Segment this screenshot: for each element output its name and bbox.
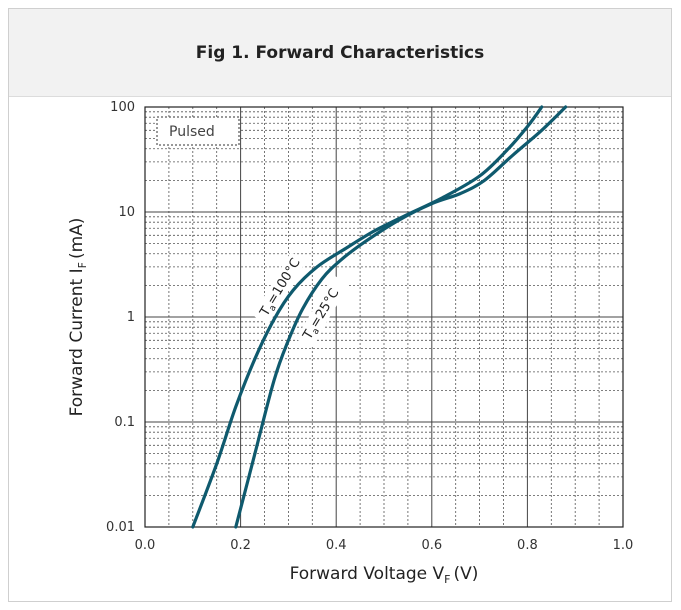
y-tick-label: 100	[110, 100, 135, 115]
series-label-bg	[252, 252, 307, 325]
x-tick-labels: 0.0 0.2 0.4 0.6 0.8 1.0	[135, 538, 634, 553]
y-axis-label-main: Forward Current I	[67, 268, 87, 416]
x-tick-label: 1.0	[613, 538, 634, 553]
x-tick-label: 0.6	[421, 538, 442, 553]
series-label-bg	[295, 275, 350, 349]
grid-major	[145, 107, 623, 527]
y-tick-label: 10	[118, 205, 135, 220]
pulsed-annotation: Pulsed	[156, 116, 240, 146]
y-axis-label-sub: F	[76, 262, 89, 268]
chart-title: Fig 1. Forward Characteristics	[195, 42, 485, 63]
x-axis-label: Forward Voltage VF (V)	[290, 564, 479, 586]
x-axis-label-unit: (V)	[454, 564, 479, 584]
plot-frame	[144, 106, 624, 528]
y-axis-label: Forward Current IF (mA)	[67, 218, 89, 417]
y-tick-labels: 0.01 0.1 1 10 100	[106, 100, 135, 535]
y-tick-label: 1	[127, 310, 135, 325]
x-axis-label-main: Forward Voltage V	[290, 564, 445, 584]
y-tick-label: 0.1	[114, 415, 135, 430]
series-curves	[191, 105, 568, 529]
pulsed-box	[156, 116, 240, 146]
pulsed-label: Pulsed	[169, 124, 215, 140]
series-label-25c: Ta=25°C	[295, 275, 350, 349]
y-tick-label: 0.01	[106, 520, 135, 535]
x-tick-label: 0.8	[517, 538, 538, 553]
x-axis-label-sub: F	[444, 573, 450, 586]
series-line-25c	[234, 105, 568, 529]
y-axis-label-unit: (mA)	[67, 218, 87, 259]
series-line-100c	[191, 105, 544, 529]
chart-header: Fig 1. Forward Characteristics	[9, 9, 671, 97]
x-tick-label: 0.4	[326, 538, 347, 553]
x-tick-label: 0.2	[230, 538, 251, 553]
x-tick-label: 0.0	[135, 538, 156, 553]
